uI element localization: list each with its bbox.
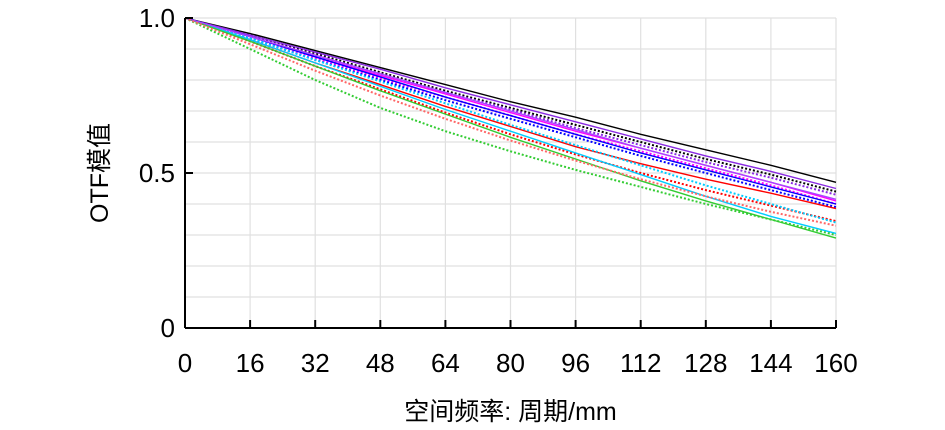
x-tick-label: 0 (178, 348, 192, 378)
series-line-6 (184, 17, 837, 205)
y-axis-title: OTF模值 (86, 123, 114, 223)
x-tick-label: 160 (814, 348, 857, 378)
series-line-16 (184, 17, 837, 227)
series-line-12 (184, 17, 837, 224)
x-tick-label: 144 (749, 348, 792, 378)
x-tick-label: 48 (366, 348, 395, 378)
y-tick-label: 1.0 (139, 3, 175, 33)
y-tick-label: 0 (161, 313, 175, 343)
series-line-14 (184, 17, 837, 236)
series-line-13 (184, 17, 837, 239)
series-line-15 (184, 17, 837, 200)
x-tick-label: 32 (301, 348, 330, 378)
series-line-11 (184, 17, 837, 235)
x-tick-label: 64 (431, 348, 460, 378)
tick-labels: 0 16 32 48 64 80 96 112 128 144 160 0 0.5 1.0 (139, 3, 858, 378)
x-tick-label: 112 (620, 348, 661, 378)
series-line-7 (184, 17, 837, 205)
x-tick-label: 80 (496, 348, 525, 378)
x-tick-label: 128 (684, 348, 727, 378)
series-line-2 (184, 17, 837, 193)
series-line-3 (184, 17, 837, 190)
x-axis-title: 空间频率: 周期/mm (404, 398, 617, 426)
series-layer (184, 17, 837, 239)
axes (184, 17, 837, 329)
x-tick-label: 96 (561, 348, 590, 378)
y-tick-label: 0.5 (139, 158, 175, 188)
x-tick-label: 16 (236, 348, 265, 378)
series-line-10 (184, 17, 837, 223)
series-line-1 (184, 17, 837, 183)
